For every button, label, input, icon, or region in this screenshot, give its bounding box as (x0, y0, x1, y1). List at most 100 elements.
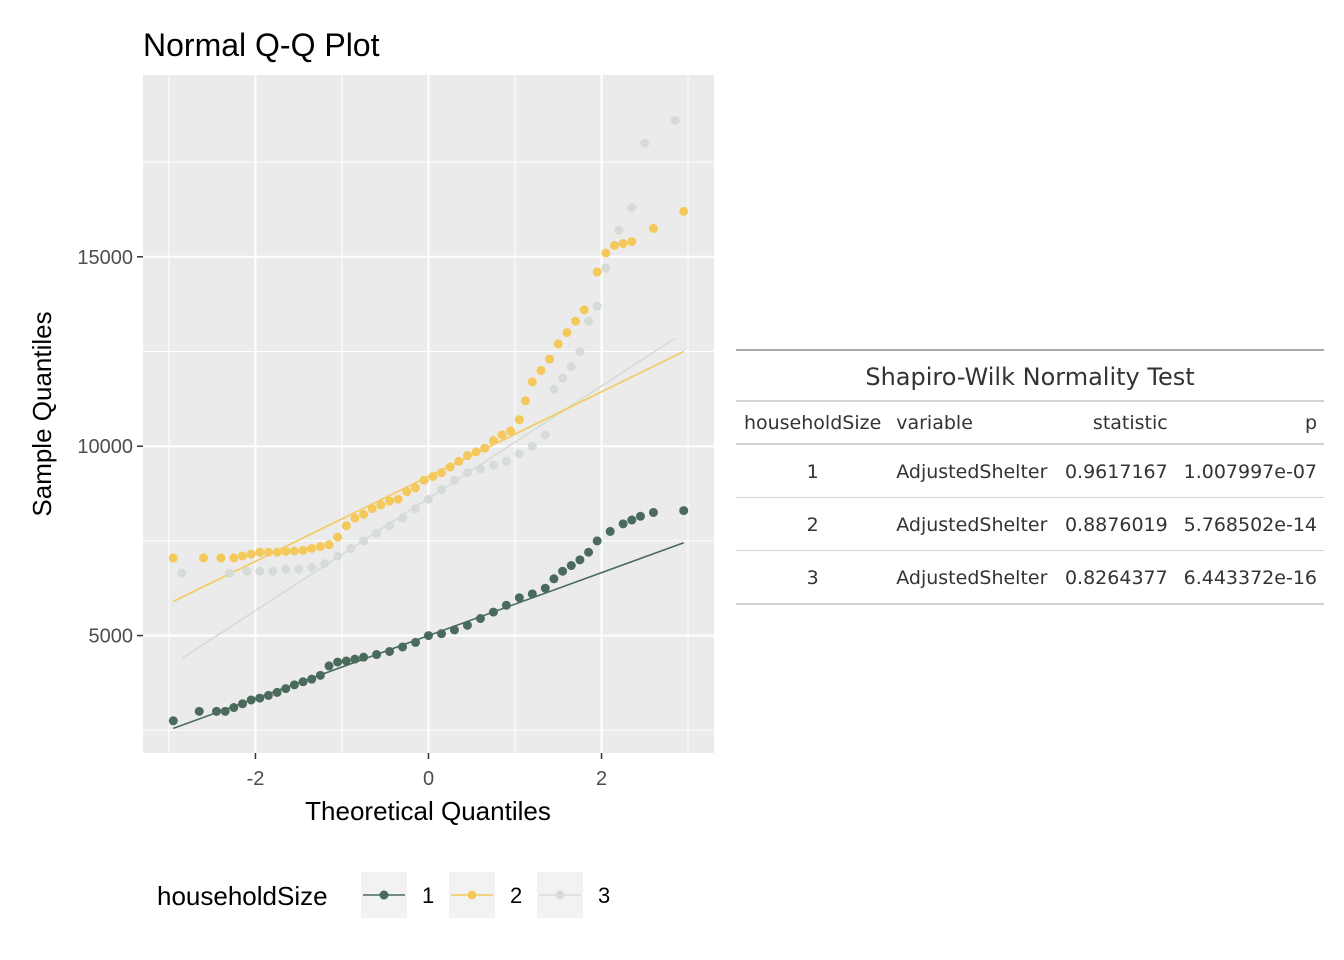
qq-point-3 (320, 559, 330, 569)
qq-point-3 (640, 138, 650, 148)
qq-point-2 (520, 396, 530, 406)
cell-p: 5.768502e-14 (1174, 497, 1324, 551)
qq-point-3 (540, 430, 550, 440)
qq-point-1 (315, 670, 325, 680)
qq-point-2 (527, 377, 537, 387)
qq-point-3 (584, 316, 594, 326)
cell-variable: AdjustedShelter (889, 444, 1057, 498)
qq-point-1 (436, 629, 446, 639)
qq-point-1 (592, 536, 602, 546)
x-tick-label: 0 (423, 768, 434, 790)
qq-point-1 (449, 625, 459, 635)
qq-point-1 (333, 657, 343, 667)
qq-point-3 (333, 551, 343, 561)
cell-variable: AdjustedShelter (889, 550, 1057, 605)
qq-point-2 (229, 553, 239, 563)
qq-point-1 (220, 706, 230, 716)
table-row: 3 AdjustedShelter 0.8264377 6.443372e-16 (736, 550, 1324, 605)
col-header-statistic: statistic (1056, 402, 1175, 445)
qq-point-1 (281, 684, 291, 694)
qq-point-1 (298, 677, 308, 687)
qq-point-1 (679, 506, 689, 516)
x-axis-title: Theoretical Quantiles (305, 796, 551, 826)
qq-point-2 (679, 206, 689, 216)
qq-point-2 (601, 248, 611, 258)
qq-point-1 (627, 515, 637, 525)
qq-point-1 (194, 706, 204, 716)
qq-point-2 (272, 547, 282, 557)
qq-point-2 (341, 521, 351, 531)
chart-title: Normal Q-Q Plot (143, 27, 380, 63)
qq-point-3 (592, 301, 602, 311)
y-tick-label: 5000 (89, 626, 134, 648)
results-table: householdSize variable statistic p 1 Adj… (736, 402, 1324, 605)
qq-point-1 (514, 593, 524, 603)
col-header-household-size: householdSize (736, 402, 890, 445)
qq-point-2 (618, 239, 628, 249)
cell-p: 6.443372e-16 (1174, 550, 1324, 605)
cell-household-size: 3 (736, 550, 890, 605)
qq-point-1 (263, 690, 273, 700)
qq-point-1 (575, 555, 585, 565)
qq-point-2 (428, 471, 438, 481)
qq-point-1 (307, 674, 317, 684)
qq-point-3 (488, 460, 498, 470)
qq-point-2 (263, 547, 273, 557)
qq-point-3 (601, 263, 611, 273)
qq-point-2 (514, 415, 524, 425)
qq-point-3 (359, 536, 369, 546)
qq-point-2 (497, 430, 507, 440)
qq-point-1 (255, 693, 265, 703)
legend-key-marker (467, 890, 477, 900)
qq-point-2 (436, 468, 446, 478)
qq-point-3 (575, 347, 585, 357)
qq-point-1 (558, 566, 568, 576)
legend-label: 3 (598, 883, 610, 908)
y-axis-title: Sample Quantiles (27, 311, 57, 516)
qq-point-1 (324, 661, 334, 671)
x-tick-label: -2 (247, 768, 265, 790)
qq-point-3 (501, 456, 511, 466)
qq-point-2 (359, 509, 369, 519)
qq-point-3 (449, 475, 459, 485)
cell-p: 1.007997e-07 (1174, 444, 1324, 498)
table-row: 2 AdjustedShelter 0.8876019 5.768502e-14 (736, 497, 1324, 551)
qq-point-2 (545, 354, 555, 364)
qq-point-2 (315, 542, 325, 552)
qq-point-3 (346, 543, 356, 553)
qq-plot: -2 0 2 5000 10000 15000 Normal Q-Q Plot Theor… (27, 27, 714, 918)
y-tick-label: 10000 (77, 436, 133, 458)
qq-point-2 (333, 532, 343, 542)
table-row: 1 AdjustedShelter 0.9617167 1.007997e-07 (736, 444, 1324, 498)
qq-point-3 (242, 566, 252, 576)
qq-point-2 (454, 456, 464, 466)
qq-point-3 (372, 528, 382, 538)
qq-point-2 (571, 316, 581, 326)
qq-point-3 (566, 362, 576, 372)
qq-point-1 (350, 654, 360, 664)
qq-point-2 (471, 447, 481, 457)
legend-key-marker (555, 890, 565, 900)
qq-point-2 (324, 540, 334, 550)
cell-statistic: 0.8264377 (1056, 550, 1175, 605)
qq-point-2 (506, 426, 516, 436)
qq-point-2 (255, 547, 265, 557)
qq-point-2 (393, 494, 403, 504)
qq-point-1 (272, 687, 282, 697)
qq-point-1 (398, 642, 408, 652)
qq-point-1 (618, 519, 628, 529)
qq-point-3 (177, 568, 187, 578)
qq-point-2 (562, 328, 572, 338)
qq-point-1 (605, 526, 615, 536)
qq-point-2 (350, 513, 360, 523)
qq-point-2 (281, 546, 291, 556)
qq-point-2 (610, 240, 620, 250)
qq-point-2 (246, 549, 256, 559)
qq-point-3 (614, 225, 624, 235)
qq-point-3 (670, 115, 680, 125)
qq-point-3 (514, 449, 524, 459)
qq-point-2 (307, 543, 317, 553)
qq-point-2 (298, 545, 308, 555)
table-top-rule (736, 349, 1324, 351)
qq-point-3 (225, 568, 235, 578)
